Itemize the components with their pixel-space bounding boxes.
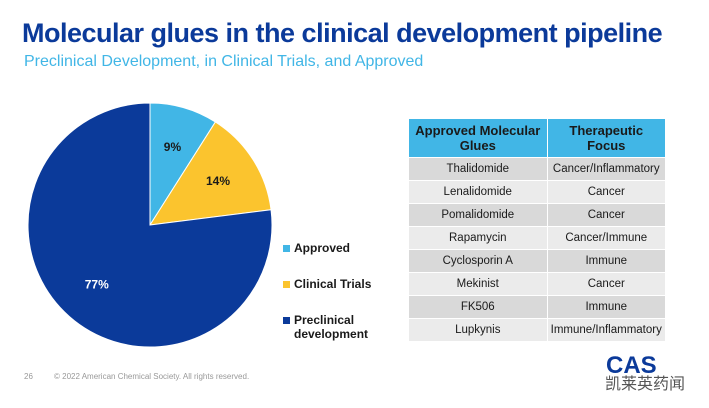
table-row: FK506 Immune [408, 295, 667, 319]
subtitle: Preclinical Development, in Clinical Tri… [24, 53, 424, 70]
header-cell: Therapeutic Focus [546, 118, 667, 158]
legend-item: Clinical Trials [283, 277, 393, 291]
table-cell: Cancer [546, 203, 667, 227]
watermark: 凯莱英药闻 [605, 376, 686, 393]
table-row: Pomalidomide Cancer [408, 203, 667, 227]
table-cell: Lupkynis [408, 318, 548, 342]
value-label: 14% [206, 174, 230, 188]
table-cell: Cancer/Immune [546, 226, 667, 250]
table-row: Thalidomide Cancer/Inflammatory [408, 157, 667, 181]
legend-swatch [283, 281, 290, 288]
legend-label: Approved [294, 241, 351, 255]
table-cell: FK506 [408, 295, 548, 319]
table-row: Cyclosporin A Immune [408, 249, 667, 273]
table-cell: Immune [546, 295, 667, 319]
table-cell: Cyclosporin A [408, 249, 548, 273]
table: Approved Molecular Glues Therapeutic Focu… [408, 118, 667, 342]
table-header: Approved Molecular Glues Therapeutic Focu… [408, 118, 667, 158]
table-cell: Rapamycin [408, 226, 548, 250]
title: Molecular glues in the clinical developm… [22, 18, 663, 48]
table-cell: Immune [546, 249, 667, 273]
pie-slice [27, 102, 273, 348]
legend-label: Clinical Trials [294, 277, 372, 291]
table-cell: Cancer [546, 180, 667, 204]
table-cell: Pomalidomide [408, 203, 548, 227]
table-row: Rapamycin Cancer/Immune [408, 226, 667, 250]
table-row: Mekinist Cancer [408, 272, 667, 296]
pie-slice [149, 121, 272, 226]
table-cell: Mekinist [408, 272, 548, 296]
table-cell: Cancer/Inflammatory [546, 157, 667, 181]
value-label: 9% [164, 140, 182, 154]
page-number: 26 [24, 372, 33, 381]
legend-item: Approved [283, 241, 393, 255]
table-cell: Cancer [546, 272, 667, 296]
table-cell: Lenalidomide [408, 180, 548, 204]
legend-swatch [283, 317, 290, 324]
legend-item: Preclinical development [283, 313, 393, 341]
value-label: 77% [85, 278, 109, 292]
logo: CAS [606, 352, 657, 379]
table-cell: Immune/Inflammatory [546, 318, 667, 342]
copyright: © 2022 American Chemical Society. All ri… [54, 372, 250, 381]
table-row: Lenalidomide Cancer [408, 180, 667, 204]
header-cell: Approved Molecular Glues [408, 118, 548, 158]
table-row: Lupkynis Immune/Inflammatory [408, 318, 667, 342]
legend-label: Preclinical development [294, 313, 369, 341]
legend-swatch [283, 245, 290, 252]
table-cell: Thalidomide [408, 157, 548, 181]
